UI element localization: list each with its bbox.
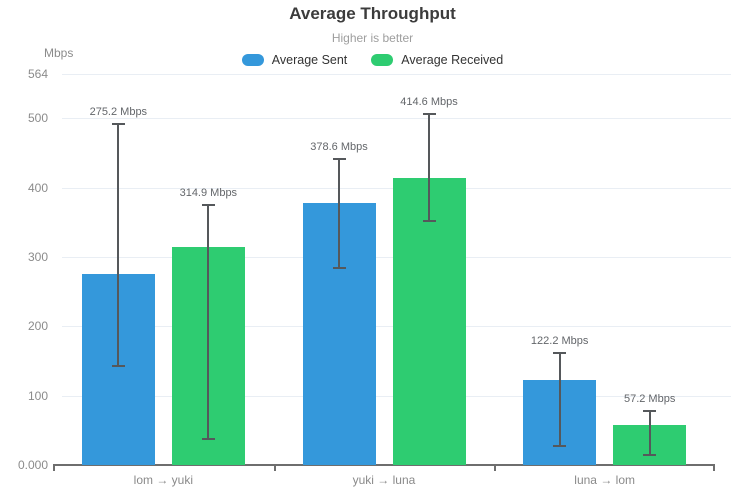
- value-label: 414.6 Mbps: [400, 95, 458, 108]
- error-bar-cap-bottom: [422, 220, 436, 223]
- x-axis-tick: [494, 466, 497, 471]
- gridline: [62, 74, 731, 75]
- x-axis-tick: [273, 466, 276, 471]
- error-bar-cap-top: [111, 122, 125, 125]
- error-bar: [117, 122, 120, 367]
- x-category-label: lom → yuki: [133, 473, 193, 487]
- legend-item[interactable]: Average Received: [371, 53, 503, 67]
- x-axis-tick: [53, 466, 55, 471]
- error-bar-cap-top: [422, 112, 436, 115]
- error-bar-cap-top: [643, 409, 657, 412]
- legend-label: Average Sent: [271, 53, 348, 67]
- y-tick-label: 100: [27, 388, 48, 403]
- error-bar-cap-bottom: [111, 364, 125, 367]
- y-tick-label: 564: [27, 67, 48, 81]
- error-bar-cap-bottom: [201, 438, 215, 441]
- value-label: 122.2 Mbps: [530, 334, 589, 347]
- x-axis-tick: [713, 466, 715, 471]
- value-label: 378.6 Mbps: [310, 140, 368, 153]
- error-bar-cap-bottom: [643, 453, 657, 456]
- error-bar-cap-bottom: [553, 444, 567, 447]
- legend: Average Sent Average Received: [0, 52, 745, 68]
- y-tick-label: 200: [27, 319, 48, 334]
- chart-title: Average Throughput: [289, 4, 456, 23]
- legend-label: Average Received: [401, 53, 504, 67]
- error-bar: [558, 351, 561, 447]
- x-category-label: luna → lom: [574, 473, 635, 487]
- error-bar-cap-bottom: [332, 266, 346, 269]
- gridline: [62, 118, 731, 120]
- legend-swatch: [241, 54, 264, 66]
- y-tick-label: 300: [27, 250, 48, 265]
- y-tick-label: 0.000: [17, 458, 48, 472]
- legend-item[interactable]: Average Sent: [241, 53, 348, 67]
- error-bar: [338, 157, 340, 269]
- y-axis-unit-label: Mbps: [44, 46, 74, 60]
- x-axis-line: [53, 464, 715, 466]
- plot-area: lom → yuki 275.2 Mbps 314.9 Mbps yuki → lun…: [53, 74, 731, 487]
- error-bar: [648, 409, 651, 456]
- error-bar: [207, 204, 210, 441]
- bar-average-received: [392, 177, 466, 465]
- value-label: 57.2 Mbps: [623, 392, 676, 405]
- legend-swatch: [371, 54, 394, 66]
- error-bar-cap-top: [332, 157, 346, 160]
- y-tick-label: 500: [27, 111, 48, 126]
- y-tick-label: 400: [27, 180, 48, 195]
- value-label: 275.2 Mbps: [89, 105, 148, 118]
- error-bar: [428, 112, 430, 223]
- value-label: 314.9 Mbps: [179, 187, 238, 200]
- error-bar-cap-top: [553, 351, 567, 354]
- error-bar-cap-top: [201, 204, 215, 207]
- chart-subtitle: Higher is better: [331, 31, 414, 45]
- x-category-label: yuki → luna: [352, 473, 416, 487]
